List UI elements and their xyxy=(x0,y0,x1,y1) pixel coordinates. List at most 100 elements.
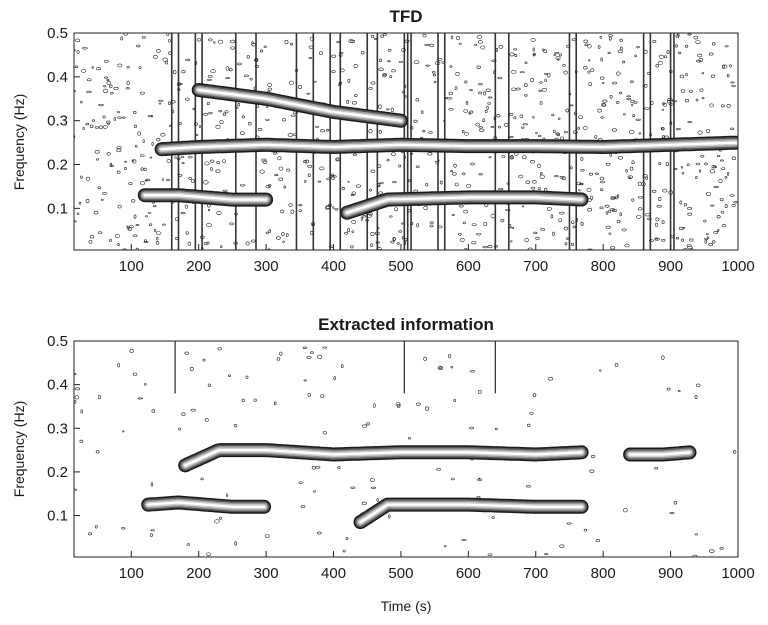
speckle-658 xyxy=(622,60,626,64)
speckle-137 xyxy=(140,181,145,186)
speckle-534 xyxy=(445,97,449,100)
speckle-51 xyxy=(316,531,322,535)
speckle-305 xyxy=(443,119,446,123)
speckle-826 xyxy=(133,124,137,129)
speckle-37 xyxy=(580,157,584,161)
speckle-229 xyxy=(96,67,102,71)
speckle-319 xyxy=(210,69,216,74)
speckle-2 xyxy=(573,130,578,134)
speckle-42 xyxy=(214,519,220,524)
speckle-455 xyxy=(378,129,382,134)
speckle-257 xyxy=(213,41,216,44)
speckle-326 xyxy=(686,163,690,167)
speckle-245 xyxy=(368,87,373,90)
speckle-613 xyxy=(365,218,369,222)
speckle-357 xyxy=(235,106,239,109)
speckle-525 xyxy=(171,109,175,114)
speckle-837 xyxy=(599,176,605,181)
speckle-741 xyxy=(533,231,538,234)
speckle-86 xyxy=(362,424,367,428)
speckle-31 xyxy=(333,376,336,381)
speckle-494 xyxy=(145,215,148,218)
extracted-chart: Extracted information Frequency (Hz) Tim… xyxy=(11,315,755,614)
speckle-559 xyxy=(224,110,229,114)
speckle-674 xyxy=(713,230,719,234)
speckle-734 xyxy=(693,35,699,40)
speckle-532 xyxy=(229,222,235,226)
speckle-311 xyxy=(168,38,171,43)
speckle-205 xyxy=(716,215,721,219)
speckle-767 xyxy=(281,232,285,236)
speckle-461 xyxy=(697,130,703,135)
speckle-456 xyxy=(544,72,548,75)
speckle-619 xyxy=(387,48,392,52)
xtick-label-6: 700 xyxy=(523,258,548,275)
speckle-215 xyxy=(195,134,199,136)
speckle-546 xyxy=(469,110,474,114)
speckle-243 xyxy=(704,239,708,244)
speckle-343 xyxy=(288,80,295,85)
speckle-181 xyxy=(437,57,443,61)
speckle-804 xyxy=(200,247,204,250)
speckle-234 xyxy=(241,115,246,119)
speckle-871 xyxy=(116,148,122,153)
speckle-849 xyxy=(464,80,468,84)
speckle-770 xyxy=(661,238,666,242)
speckle-899 xyxy=(386,159,390,162)
speckle-784 xyxy=(631,198,635,202)
speckle-667 xyxy=(695,176,698,180)
speckle-579 xyxy=(539,100,543,105)
speckle-24 xyxy=(590,454,596,459)
speckle-35 xyxy=(345,537,349,541)
speckle-294 xyxy=(724,204,728,209)
speckle-49 xyxy=(184,351,190,355)
speckle-352 xyxy=(532,180,537,184)
speckle-695 xyxy=(704,237,709,240)
speckle-643 xyxy=(496,114,501,118)
speckle-439 xyxy=(420,110,424,114)
speckle-97 xyxy=(166,178,170,182)
speckle-285 xyxy=(248,121,252,126)
speckle-444 xyxy=(136,44,141,48)
speckle-74 xyxy=(427,152,433,156)
speckle-345 xyxy=(149,156,153,159)
speckle-79 xyxy=(74,220,77,223)
speckle-730 xyxy=(284,40,289,45)
speckle-834 xyxy=(368,129,373,134)
speckle-221 xyxy=(530,38,536,42)
speckle-596 xyxy=(170,100,176,104)
speckle-652 xyxy=(289,42,294,46)
speckle-626 xyxy=(311,222,315,227)
speckle-748 xyxy=(389,215,393,218)
speckle-333 xyxy=(298,85,303,90)
xtick-label-8: 900 xyxy=(658,258,683,275)
speckle-422 xyxy=(370,231,375,236)
speckle-3 xyxy=(450,366,454,369)
speckle-58 xyxy=(608,36,612,41)
speckle-526 xyxy=(140,167,144,171)
speckle-866 xyxy=(674,44,678,48)
speckle-491 xyxy=(726,104,731,108)
ytick-label-0: 0.1 xyxy=(47,200,68,217)
speckle-120 xyxy=(647,71,651,76)
speckle-791 xyxy=(557,117,561,120)
speckle-204 xyxy=(206,241,210,245)
speckle-498 xyxy=(398,230,403,233)
speckle-793 xyxy=(618,91,623,95)
speckle-457 xyxy=(630,80,634,84)
speckle-148 xyxy=(103,124,108,129)
speckle-814 xyxy=(133,214,137,219)
speckle-868 xyxy=(325,206,331,210)
speckle-230 xyxy=(298,204,303,207)
speckle-681 xyxy=(144,239,147,242)
speckle-880 xyxy=(519,71,525,74)
speckle-351 xyxy=(220,245,223,248)
speckle-796 xyxy=(346,99,350,104)
speckle-266 xyxy=(464,131,469,136)
xtick-label-3: 400 xyxy=(321,565,346,582)
speckle-575 xyxy=(604,204,610,208)
speckle-818 xyxy=(113,86,119,91)
speckle-49 xyxy=(510,155,514,159)
speckle-185 xyxy=(391,152,396,156)
speckle-879 xyxy=(168,101,171,105)
